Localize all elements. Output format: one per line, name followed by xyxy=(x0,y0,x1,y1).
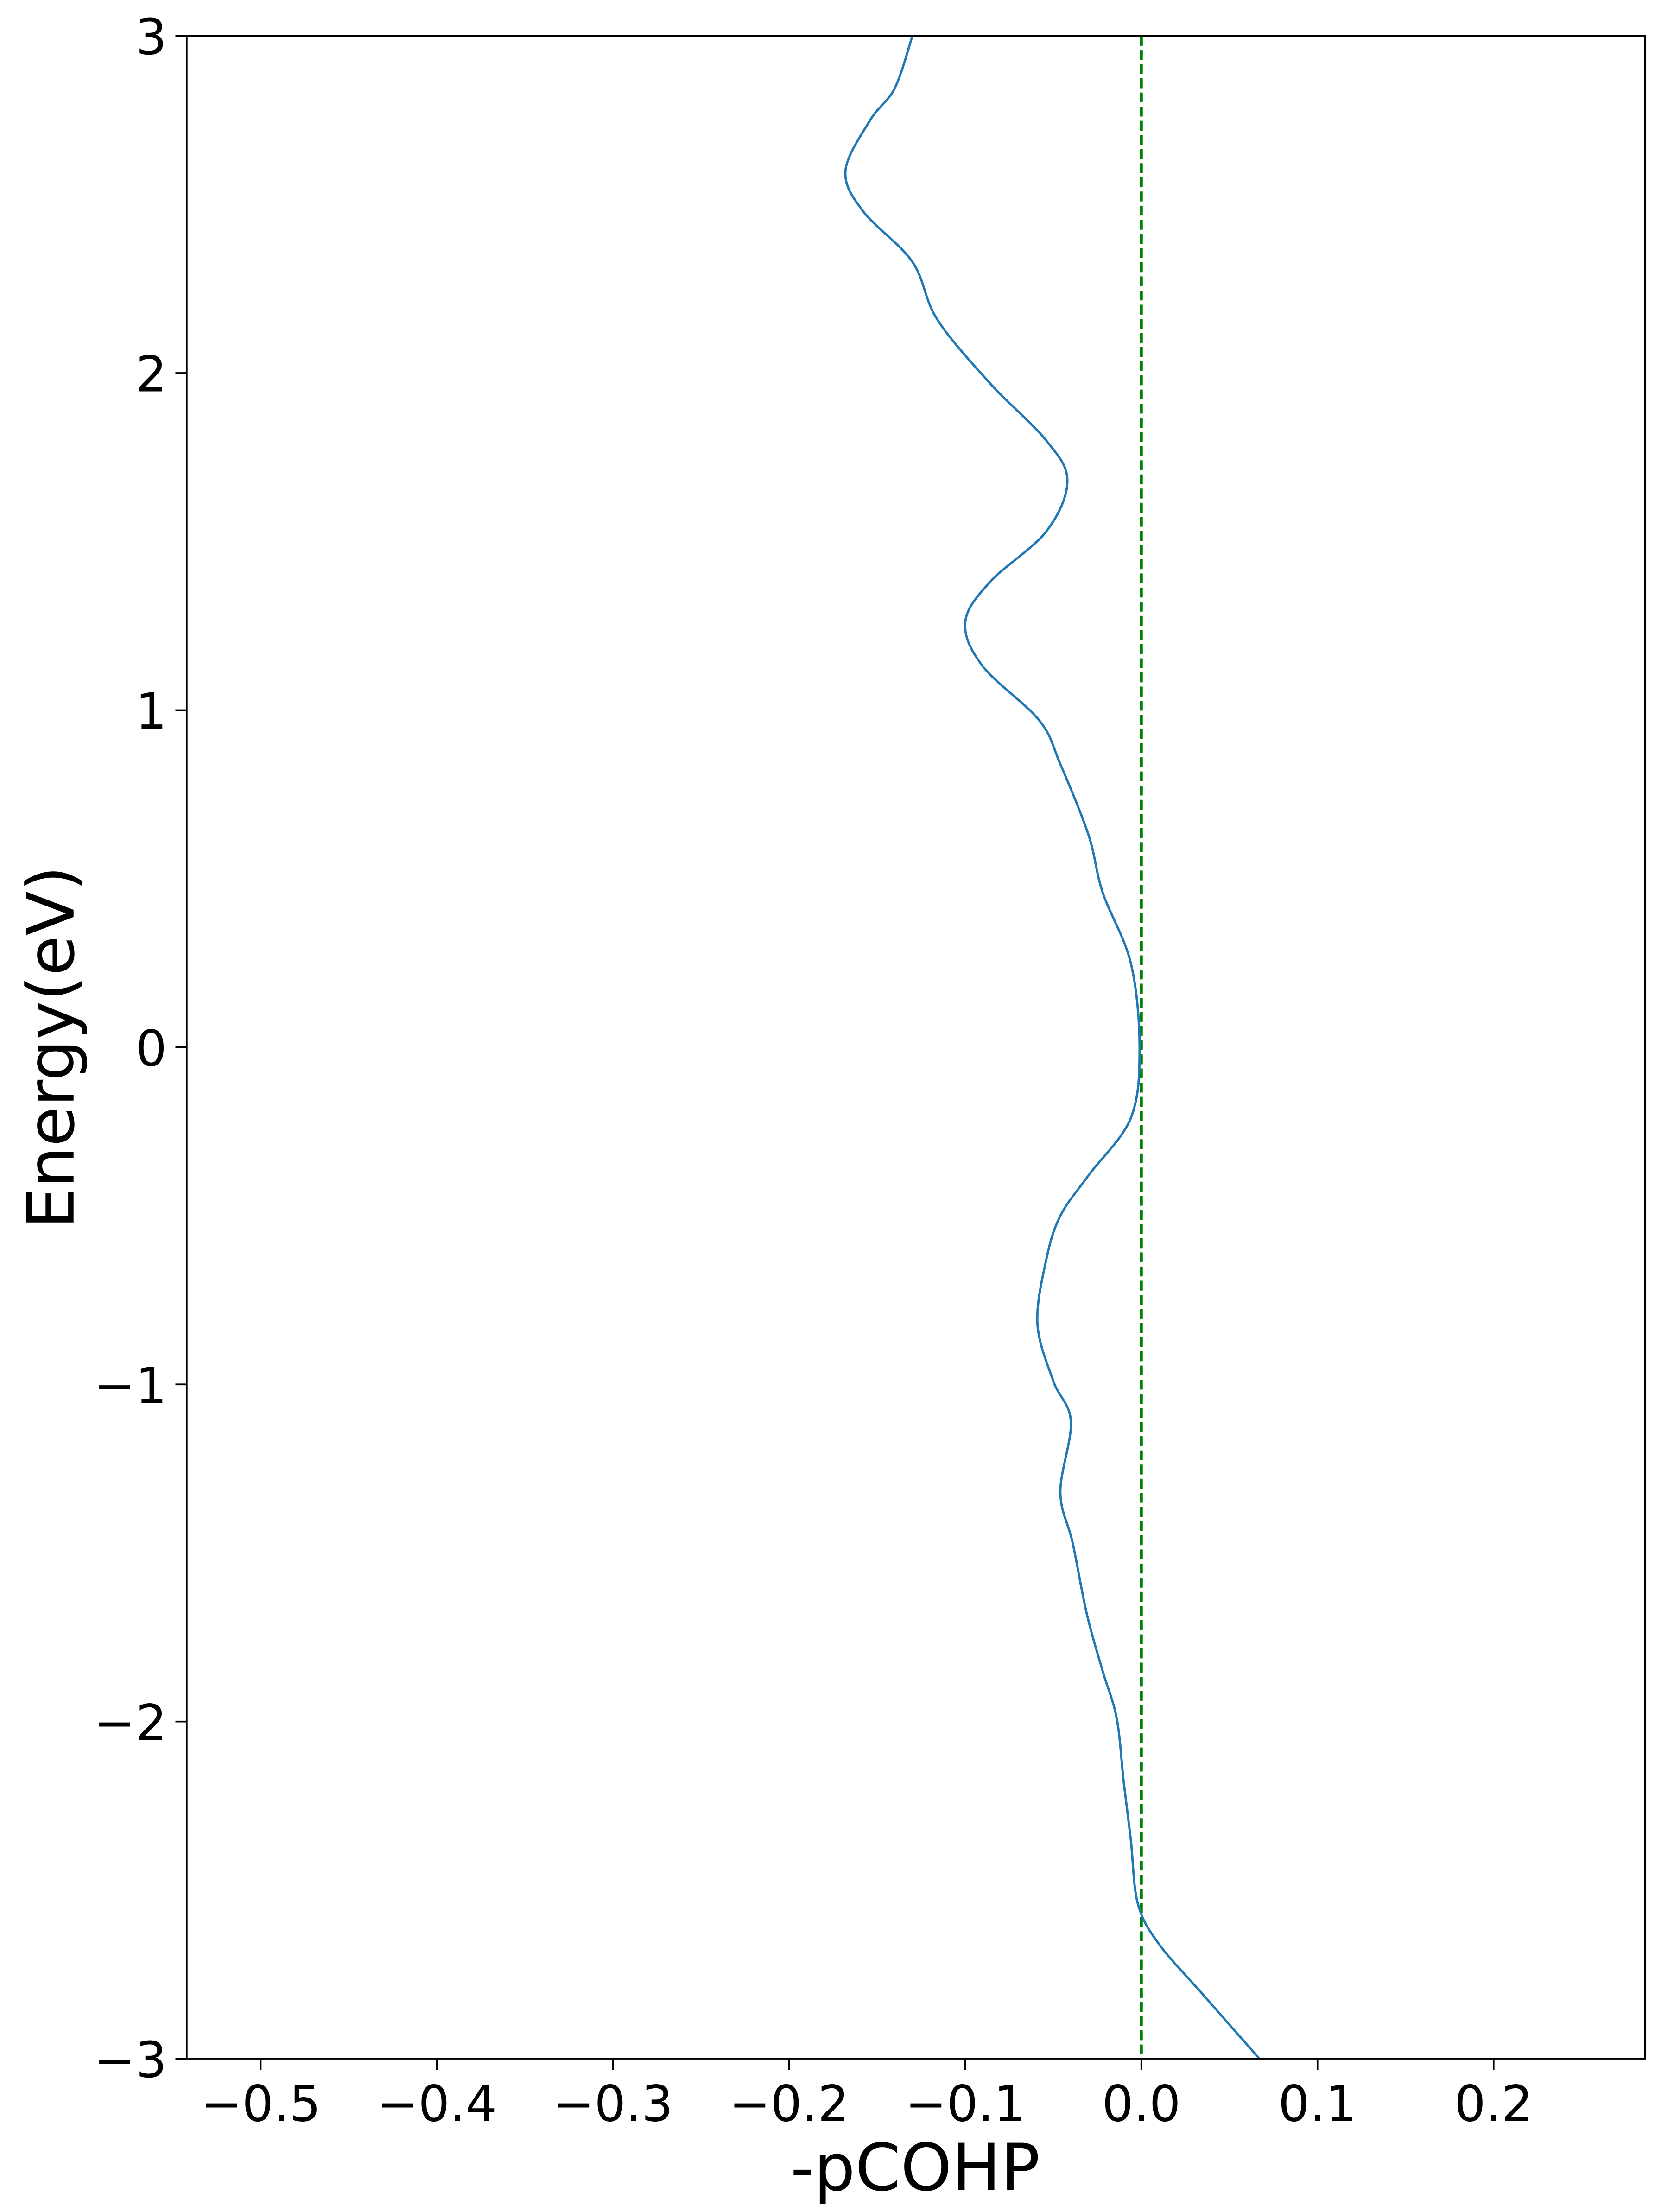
y-axis-label: Energy(eV) xyxy=(14,866,89,1229)
pcohp-series-line-0 xyxy=(844,36,1261,2059)
y-tick-label: 0 xyxy=(135,1020,167,1078)
y-tick-label: −1 xyxy=(94,1357,167,1415)
y-tick-label: 2 xyxy=(135,346,167,404)
x-tick-label: −0.4 xyxy=(377,2075,497,2133)
x-tick-label: −0.3 xyxy=(553,2075,673,2133)
x-tick-label: 0.2 xyxy=(1454,2075,1533,2133)
x-axis-label: -pCOHP xyxy=(790,2130,1040,2206)
x-tick-label: −0.1 xyxy=(905,2075,1025,2133)
x-tick-label: −0.2 xyxy=(729,2075,849,2133)
x-tick-label: 0.0 xyxy=(1102,2075,1181,2133)
y-tick-label: 1 xyxy=(135,683,167,741)
x-tick-label: 0.1 xyxy=(1278,2075,1357,2133)
y-tick-label: −2 xyxy=(94,1694,167,1752)
y-tick-label: −3 xyxy=(94,2032,167,2089)
plot-frame xyxy=(186,35,1646,2060)
y-tick-label: 3 xyxy=(135,9,167,66)
x-tick-label: −0.5 xyxy=(201,2075,321,2133)
